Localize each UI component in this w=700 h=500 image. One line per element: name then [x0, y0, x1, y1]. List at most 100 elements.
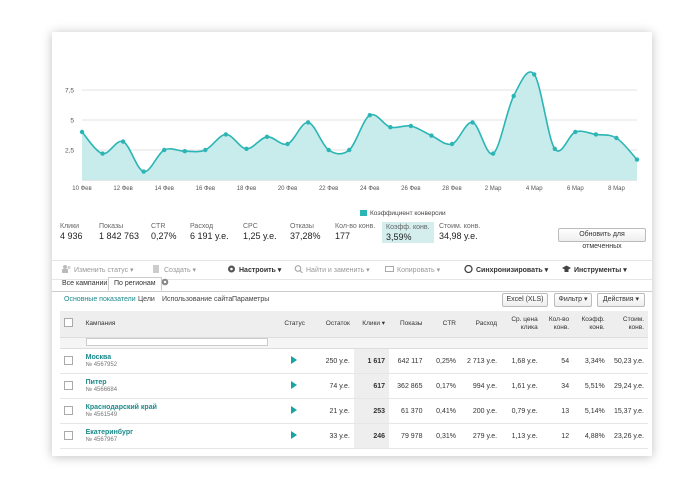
- create-button[interactable]: Создать ▾: [152, 265, 196, 274]
- row-checkbox[interactable]: [64, 430, 73, 440]
- conversion-chart: 2,5 5 7,5 10 Фев 12 Фев 14 Фев 16 Фев 18 Фев 20 …: [52, 32, 652, 217]
- col-ctr[interactable]: CTR: [426, 311, 460, 338]
- col-conversion-rate[interactable]: Коэфф. конв.: [573, 311, 609, 338]
- sublink-main-metrics[interactable]: Основные показатели: [64, 296, 136, 303]
- data-point: [100, 151, 105, 156]
- select-all-cell[interactable]: [60, 311, 82, 338]
- col-conversions[interactable]: Кол-во конв.: [541, 311, 574, 338]
- campaign-cell: Москва № 4567952: [81, 348, 279, 374]
- tools-button[interactable]: Инструменты ▾: [562, 265, 627, 274]
- table-body: Москва № 4567952 250 у.е. 1 617 642 117 0,25%…: [60, 348, 648, 449]
- data-point: [532, 72, 537, 77]
- ctr-cell: 0,25%: [426, 348, 460, 374]
- configure-button[interactable]: Настроить ▾: [227, 265, 281, 274]
- row-checkbox[interactable]: [64, 405, 73, 415]
- excel-export-button[interactable]: Excel (XLS): [502, 293, 548, 307]
- campaign-name-link[interactable]: Екатеринбург: [85, 429, 134, 436]
- filter-label: Фильтр: [558, 296, 583, 303]
- data-point: [244, 146, 249, 151]
- cpc-cell: 1,68 у.е.: [501, 348, 542, 374]
- configure-label: Настроить: [239, 267, 276, 274]
- table-filter-row: [60, 337, 648, 349]
- actions-button[interactable]: Действия ▾: [597, 293, 645, 307]
- play-icon[interactable]: [290, 356, 297, 364]
- conversion-rate-cell: 3,34%: [573, 348, 609, 374]
- sublink-site-usage[interactable]: Использование сайта: [162, 296, 233, 303]
- row-checkbox[interactable]: [64, 380, 73, 390]
- col-spend[interactable]: Расход: [460, 311, 502, 338]
- play-icon[interactable]: [290, 381, 297, 389]
- table-row[interactable]: Краснодарский край № 4561549 21 у.е. 253 61 …: [60, 398, 648, 424]
- row-select-cell[interactable]: [60, 373, 82, 399]
- sublink-params[interactable]: Параметры: [232, 296, 270, 303]
- change-status-button[interactable]: Изменить статус ▾: [62, 265, 134, 274]
- data-point: [614, 135, 619, 141]
- play-icon[interactable]: [290, 431, 297, 439]
- filter-cell: [541, 337, 574, 349]
- filter-cell: [426, 337, 460, 349]
- x-tick-label: 26 Фев: [401, 186, 420, 192]
- filter-cell: [608, 337, 648, 349]
- row-checkbox[interactable]: [64, 355, 73, 365]
- copy-button[interactable]: Копировать ▾: [385, 265, 440, 274]
- find-replace-button[interactable]: Найти и заменить ▾: [294, 265, 370, 274]
- conversion-cost-cell: 15,37 у.е.: [608, 398, 648, 424]
- row-select-cell[interactable]: [60, 398, 82, 424]
- table-row[interactable]: Питер № 4566684 74 у.е. 617 362 865 0,17% 994 …: [60, 373, 648, 399]
- col-campaign[interactable]: Кампания: [81, 311, 279, 338]
- filter-cell: [60, 337, 82, 349]
- sublink-goals[interactable]: Цели: [138, 296, 155, 303]
- y-tick-label: 2,5: [65, 148, 74, 155]
- stat-value: 34,98 у.е.: [439, 231, 478, 241]
- campaign-name-link[interactable]: Питер: [85, 379, 107, 386]
- stat-ctr: CTR 0,27%: [151, 222, 177, 241]
- col-avg-click-price[interactable]: Ср. цена клика: [501, 311, 542, 338]
- col-conversion-cost[interactable]: Стоим. конв.: [608, 311, 648, 338]
- play-icon[interactable]: [290, 406, 297, 414]
- impressions-cell: 61 370: [389, 398, 427, 424]
- data-point: [285, 141, 290, 147]
- tab-by-regions[interactable]: По регионам: [108, 277, 162, 291]
- filter-cell: [389, 337, 427, 349]
- document-icon: [153, 265, 159, 273]
- stat-conversion-rate[interactable]: Коэфф. конв. 3,59%: [382, 222, 434, 243]
- status-cell: [279, 398, 309, 424]
- col-label-line: Ср. цена: [511, 316, 538, 323]
- campaign-name-link[interactable]: Краснодарский край: [85, 404, 157, 411]
- table-row[interactable]: Москва № 4567952 250 у.е. 1 617 642 117 0,25%…: [60, 348, 648, 374]
- gear-icon: [228, 265, 235, 273]
- col-impressions[interactable]: Показы: [389, 311, 427, 338]
- stat-label: Кол-во конв.: [335, 223, 376, 230]
- filter-cell: [353, 337, 390, 349]
- filter-cell: [460, 337, 502, 349]
- row-select-cell[interactable]: [60, 423, 82, 449]
- conversions-cell: 13: [541, 398, 574, 424]
- stat-label: Стоим. конв.: [439, 223, 481, 230]
- filter-button[interactable]: Фильтр ▾: [554, 293, 592, 307]
- stat-conversion-cost: Стоим. конв. 34,98 у.е.: [439, 222, 480, 241]
- col-clicks-label: Клики: [362, 320, 380, 327]
- col-status[interactable]: Статус: [279, 311, 309, 338]
- conversion-cost-cell: 23,26 у.е.: [608, 423, 648, 449]
- table-row[interactable]: Екатеринбург № 4567967 33 у.е. 246 79 978 0,3…: [60, 423, 648, 449]
- stat-label: CPC: [243, 223, 258, 230]
- cpc-cell: 1,61 у.е.: [501, 373, 542, 399]
- data-point: [449, 141, 455, 147]
- impressions-cell: 642 117: [389, 348, 427, 374]
- sync-button[interactable]: Синхронизировать ▾: [464, 265, 548, 274]
- campaign-id: № 4567952: [85, 362, 118, 368]
- update-selected-button[interactable]: Обновить для отмеченных: [558, 228, 646, 250]
- col-clicks[interactable]: Клики ▾: [353, 311, 390, 338]
- create-label: Создать: [164, 267, 191, 274]
- col-balance[interactable]: Остаток: [308, 311, 354, 338]
- data-point: [326, 147, 331, 153]
- select-all-checkbox[interactable]: [64, 318, 73, 327]
- tab-all-campaigns[interactable]: Все кампании: [62, 280, 108, 287]
- data-point: [162, 147, 167, 153]
- status-cell: [279, 348, 309, 374]
- filter-cell: [501, 337, 542, 349]
- row-select-cell[interactable]: [60, 348, 82, 374]
- campaign-filter-input[interactable]: [85, 338, 268, 346]
- campaign-name-link[interactable]: Москва: [85, 354, 112, 361]
- tab-settings-gear[interactable]: [156, 278, 174, 290]
